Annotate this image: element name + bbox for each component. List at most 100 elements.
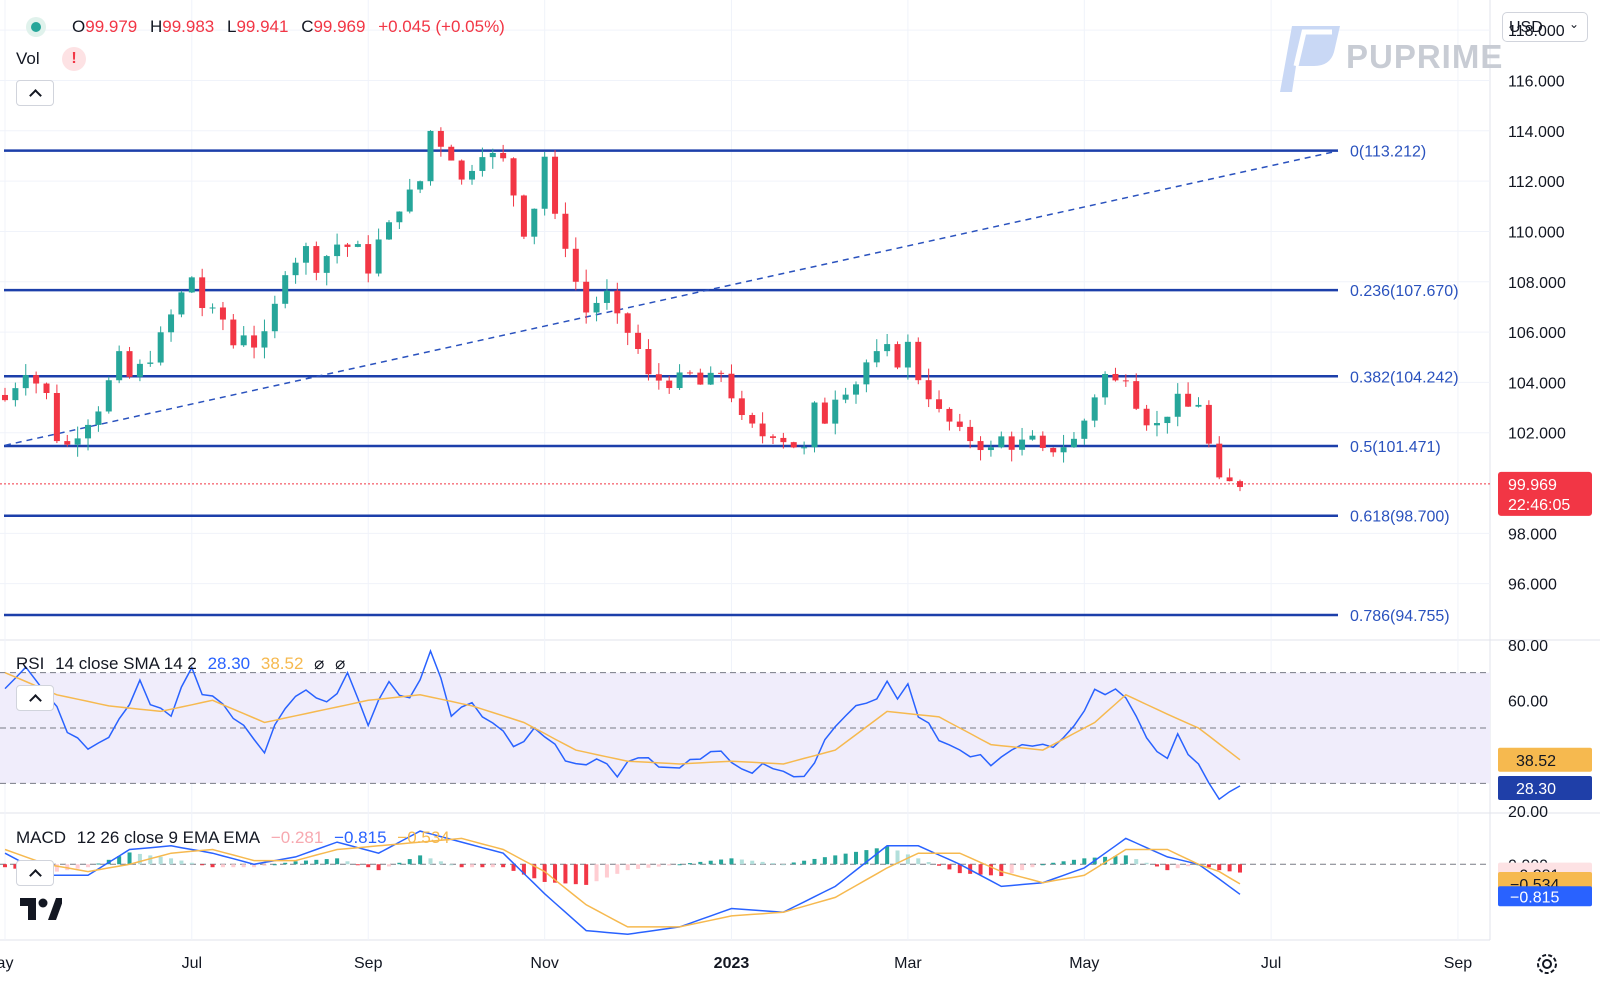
candle-body [1050,447,1057,453]
candle-body [936,399,943,409]
macd-histogram-bar [54,864,59,872]
collapse-rsi-legend-button[interactable] [16,685,54,711]
macd-histogram-bar [1009,864,1014,874]
symbol-status-icon [26,17,46,37]
candle-body [707,372,714,385]
rsi-sma-line [4,672,1241,765]
candle-body [282,275,289,304]
candle-body [987,447,994,451]
price-axis-tick-label: 108.000 [1508,275,1566,292]
collapse-macd-legend-button[interactable] [16,860,54,886]
candle-body [749,415,756,424]
candle-body [157,332,164,363]
candle-body [74,438,81,445]
macd-histogram-bar [770,863,775,865]
macd-histogram-bar [573,864,578,885]
macd-histogram-bar [200,864,205,866]
tradingview-logo-icon[interactable] [20,898,62,922]
candle-body [541,156,548,209]
candle-body [510,158,517,196]
candle-body [873,351,880,363]
candle-body [33,375,40,384]
macd-histogram-bar [345,861,350,865]
macd-histogram-bar [750,860,755,865]
rsi-axis-tick-label: 60.00 [1508,693,1548,710]
rsi-sma-tag [1498,747,1592,772]
macd-histogram-bar [501,864,506,868]
volume-label[interactable]: Vol [16,49,40,68]
candle-body [458,160,465,180]
candle-body [759,423,766,437]
macd-histogram-bar [1186,864,1191,867]
macd-histogram-bar [1103,856,1108,865]
candle-body [1060,447,1067,453]
macd-histogram-bar [802,860,807,865]
candle-body [780,437,787,443]
macd-histogram-bar [262,864,267,866]
macd-histogram-bar [366,864,371,868]
macd-params: 12 26 close 9 EMA EMA [76,828,261,847]
macd-histogram-bar [314,859,319,865]
candle-body [323,256,330,273]
macd-histogram-bar [1071,859,1076,865]
macd-histogram-bar [895,850,900,865]
candle-body [385,222,392,240]
candle-body [552,156,559,214]
candle-body [718,372,725,374]
warning-icon[interactable]: ! [62,47,86,71]
candle-body [302,246,309,263]
macd-histogram-bar [376,864,381,871]
last-price-tag [1498,471,1592,516]
macd-histogram-bar [656,864,661,867]
brand-name: PUPRIME [1346,38,1504,75]
candle-body [1102,373,1109,398]
candle-body [251,335,258,348]
macd-histogram-bar [708,860,713,865]
brand-logo-icon [1280,26,1340,92]
collapse-main-legend-button[interactable] [16,80,54,106]
macd-histogram-bar [397,862,402,865]
candle-body [645,349,652,375]
macd-histogram-bar [241,864,246,868]
candle-body [354,244,361,247]
candle-body [894,344,901,368]
fib-level-label: 0.5(101.471) [1350,439,1441,456]
close-value: 99.969 [313,17,366,36]
time-axis-tick-label: Jul [182,955,202,972]
candle-body [697,372,704,385]
macd-histogram-bar [386,864,391,867]
macd-histogram-bar [438,861,443,865]
low-label: L [226,17,237,36]
time-axis-tick-label: Mar [894,955,922,972]
macd-histogram-bar [521,864,526,875]
bar-countdown-label: 22:46:05 [1508,497,1570,514]
macd-histogram-bar [978,864,983,875]
candle-body [43,383,50,393]
rsi-axis-tick-label: 80.00 [1508,638,1548,655]
fib-level-label: 0.382(104.242) [1350,369,1459,386]
candle-body [427,130,434,182]
currency-select[interactable]: USD ⌄ [1502,12,1588,42]
macd-histogram-bar [470,864,475,868]
candle-body [147,362,154,364]
candle-body [998,436,1005,448]
candle-body [448,146,455,161]
macd-histogram-bar [1134,859,1139,865]
macd-histogram-bar [418,855,423,865]
ohlc-legend: O99.979 H99.983 L99.941 C99.969 +0.045 (… [72,17,513,37]
settings-gear-icon[interactable] [1534,951,1560,977]
candle-body [832,399,839,424]
macd-hist-value: −0.281 [270,828,324,847]
macd-histogram-bar [1144,862,1149,865]
candle-body [520,195,527,237]
macd-histogram-bar [127,852,132,865]
candle-body [375,239,382,274]
candle-body [946,408,953,422]
macd-value-tag-label: −0.815 [1510,889,1559,906]
macd-histogram-bar [169,858,174,865]
time-axis-tick-label: Sep [1444,955,1473,972]
candle-body [1008,436,1015,450]
candle-body [12,388,19,401]
candle-body [1174,393,1181,417]
